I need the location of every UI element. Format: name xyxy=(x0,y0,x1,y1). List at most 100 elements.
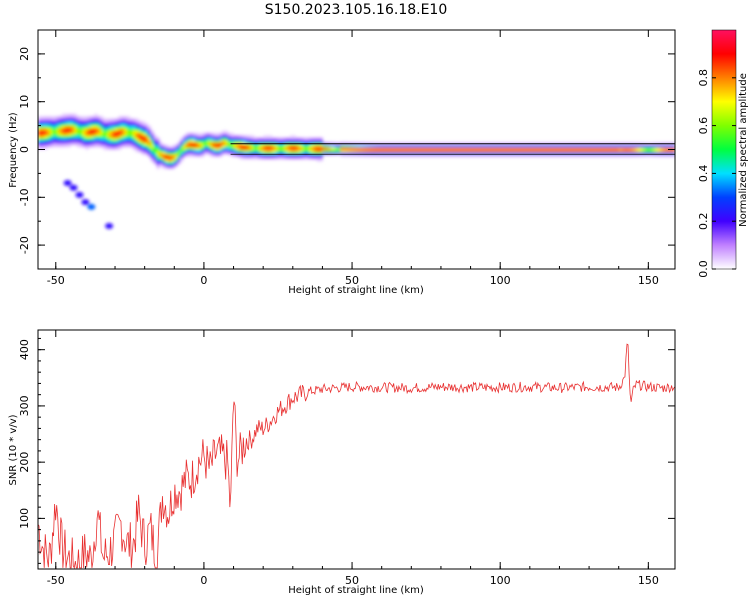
spectrogram-cell xyxy=(349,147,353,150)
colorbar-tick-label: 0.8 xyxy=(697,69,710,87)
spectrogram-cell xyxy=(171,159,175,162)
spectrogram-cell xyxy=(310,147,314,150)
spectrogram-cell xyxy=(230,135,234,138)
spectrogram-cell xyxy=(429,149,433,153)
spectrogram-cell xyxy=(286,137,291,141)
spectrogram-cell xyxy=(283,137,288,141)
spectrogram-cell xyxy=(289,154,294,158)
spectrogram-cell xyxy=(316,144,320,148)
spectrogram-cell xyxy=(512,154,516,158)
spectrogram-cell xyxy=(123,127,128,131)
spectrogram-cell xyxy=(574,144,578,148)
spectrogram-cell xyxy=(61,137,66,141)
spectrogram-cell xyxy=(289,139,294,143)
spectrogram-cell xyxy=(538,154,543,158)
spectrogram-cell xyxy=(245,135,249,138)
spectrogram-cell xyxy=(648,151,652,155)
spectrogram-cell xyxy=(251,135,255,138)
spectrogram-cell xyxy=(67,113,71,117)
spectrogram-cell xyxy=(70,142,74,146)
spectrogram-cell xyxy=(583,149,587,153)
spectrogram-cell xyxy=(70,118,74,122)
spectrogram-cell xyxy=(411,149,415,153)
spectrogram-cell xyxy=(153,144,157,148)
spectrogram-cell xyxy=(40,123,45,126)
spectrogram-cell xyxy=(97,118,101,122)
spectrogram-cell xyxy=(325,147,329,150)
spectrogram-cell xyxy=(378,144,383,148)
spectrogram-cell xyxy=(254,151,258,155)
spectrogram-cell xyxy=(334,144,338,148)
spectrogram-cell xyxy=(174,163,178,167)
spectrogram-cell xyxy=(277,156,282,160)
spectrogram-cell xyxy=(156,149,160,153)
spectrogram-cell xyxy=(52,116,57,119)
spectrogram-cell xyxy=(550,151,554,155)
colorbar: 0.00.20.40.60.8 Normalized spectral ampl… xyxy=(697,29,749,278)
spectrogram-cell xyxy=(497,144,501,148)
spectrogram-cell xyxy=(559,149,563,153)
spectrogram-cell xyxy=(645,154,649,158)
spectrogram-cell xyxy=(186,132,190,136)
spectrogram-cell xyxy=(390,149,394,153)
spectrogram-cell xyxy=(79,120,83,124)
spectrogram-cell xyxy=(82,127,86,131)
spectrogram-cell xyxy=(52,130,57,134)
spectrogram-cell xyxy=(189,144,193,148)
spectrogram-cell xyxy=(426,154,430,158)
spectrogram-cell xyxy=(132,130,137,134)
spectrogram-cell xyxy=(304,144,309,148)
spectrogram-cell xyxy=(91,135,95,138)
spectrogram-cell xyxy=(180,142,184,146)
spectrogram-cell xyxy=(349,149,353,153)
spectrogram-cell xyxy=(423,144,427,148)
spectrogram-cell xyxy=(586,151,590,155)
spectrogram-cell xyxy=(200,137,205,141)
spectrogram-cell xyxy=(162,144,166,148)
spectrogram-cell xyxy=(304,139,309,143)
spectrogram-cell xyxy=(289,151,294,155)
spectrogram-cell xyxy=(200,147,205,150)
spectrogram-cell xyxy=(500,144,504,148)
spectrogram-cell xyxy=(497,154,501,158)
spectrogram-cell xyxy=(49,130,54,134)
spectrogram-cell xyxy=(203,137,208,141)
spectrogram-cell xyxy=(393,144,397,148)
spectrogram-cell xyxy=(399,144,403,148)
spectrogram-cell xyxy=(153,139,157,143)
spectrogram-spur-blob xyxy=(63,179,72,186)
spectrogram-cell xyxy=(126,139,131,143)
spectrogram-cell xyxy=(38,123,42,126)
spectrogram-cell xyxy=(168,159,172,162)
spectrogram-cell xyxy=(517,144,522,148)
spectrogram-cell xyxy=(209,142,214,146)
spectrogram-cell xyxy=(67,142,71,146)
spectrogram-cell xyxy=(292,151,297,155)
spectrogram-cell xyxy=(446,151,451,155)
spectrogram-cell xyxy=(118,132,122,136)
spectrogram-cell xyxy=(595,149,599,153)
spectrogram-cell xyxy=(106,120,110,124)
spectrogram-cell xyxy=(206,144,211,148)
spectrogram-cell xyxy=(82,116,86,119)
spectrogram-cell xyxy=(106,123,110,126)
spectrogram-cell xyxy=(40,135,45,138)
spectrogram-cell xyxy=(618,154,623,158)
spectrogram-cell xyxy=(541,147,546,150)
spectrogram-cell xyxy=(141,135,146,138)
spectrogram-cell xyxy=(230,144,234,148)
spectrogram-cell xyxy=(85,147,89,150)
spectrogram-cell xyxy=(150,135,154,138)
spectrogram-cell xyxy=(535,149,540,153)
spectrogram-y-tick-label: 20 xyxy=(18,47,31,61)
spectrogram-cell xyxy=(156,151,160,155)
spectrogram-cell xyxy=(245,156,249,160)
spectrogram-cell xyxy=(277,151,282,155)
spectrogram-cell xyxy=(461,147,466,150)
spectrogram-cell xyxy=(132,123,137,126)
spectrogram-cell xyxy=(672,151,675,155)
spectrogram-cell xyxy=(221,144,226,148)
spectrogram-cell xyxy=(165,166,169,170)
spectrogram-cell xyxy=(118,125,122,129)
spectrogram-cell xyxy=(109,142,113,146)
